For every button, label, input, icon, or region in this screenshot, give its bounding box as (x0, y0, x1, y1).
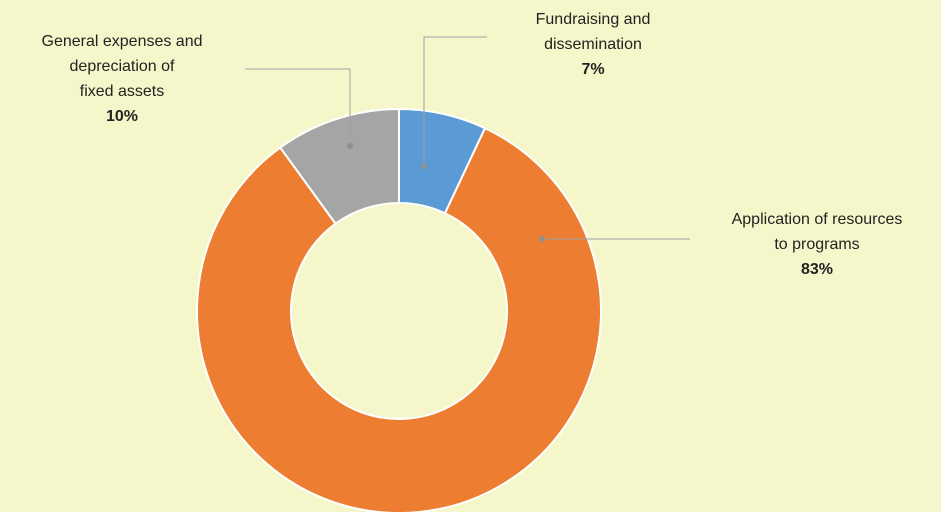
slice-label: General expenses and depreciation of fix… (0, 29, 252, 129)
value-label: 7% (581, 61, 605, 78)
leader-dot (539, 236, 545, 242)
value-label: 83% (800, 261, 834, 278)
donut-slice (278, 107, 400, 226)
leader-dot (421, 163, 427, 169)
leader-dot (347, 143, 353, 149)
leader-line (423, 36, 487, 166)
leader-line (245, 68, 351, 146)
slice-label: Fundraising and dissemination 7% (463, 7, 723, 82)
slice-label: Application of resources to programs 83% (687, 207, 941, 282)
category-label: General expenses and depreciation of fix… (41, 33, 203, 100)
value-label: 10% (105, 108, 139, 125)
category-label: Application of resources to programs (731, 211, 903, 253)
donut-slice (196, 126, 602, 512)
category-label: Fundraising and dissemination (535, 11, 651, 53)
